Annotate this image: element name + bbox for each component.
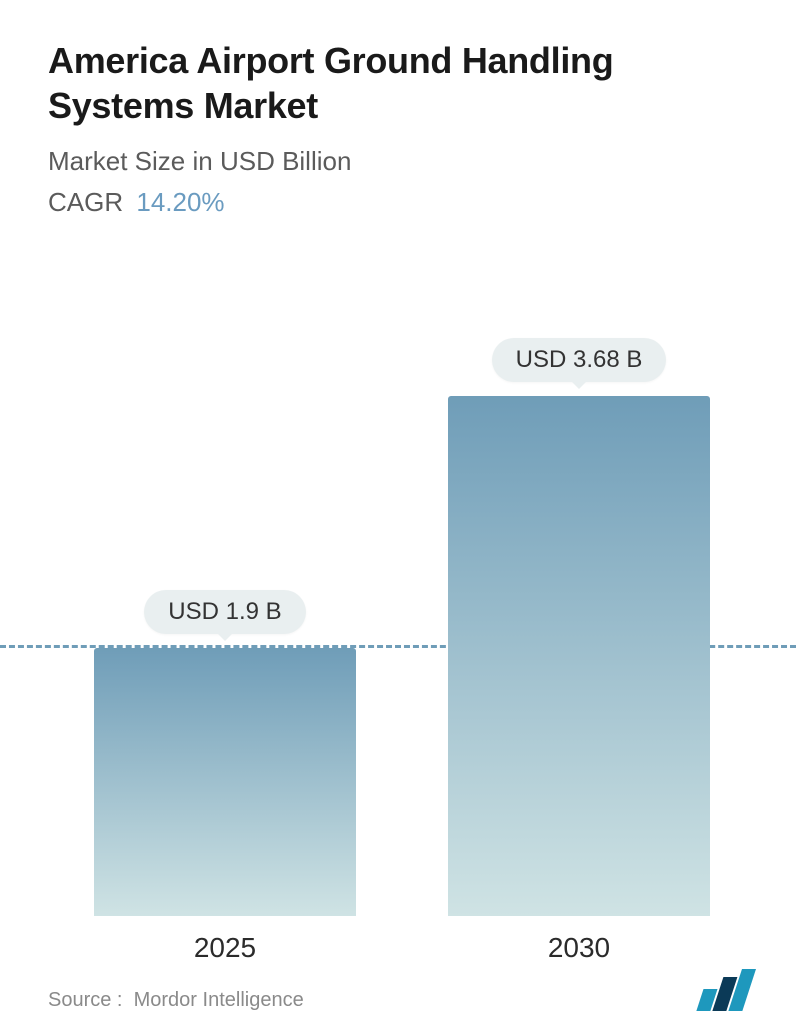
value-pill-0: USD 1.9 B xyxy=(144,590,305,634)
bar-0 xyxy=(94,648,356,916)
cagr-value: 14.20% xyxy=(136,187,224,217)
bar-group-0: USD 1.9 B xyxy=(75,590,375,916)
source-footer: Source : Mordor Intelligence xyxy=(48,989,304,1012)
chart-title: America Airport Ground Handling Systems … xyxy=(48,38,756,128)
brand-logo xyxy=(692,969,762,1016)
value-pill-1: USD 3.68 B xyxy=(492,338,667,382)
source-name: Mordor Intelligence xyxy=(134,989,304,1011)
chart-subtitle: Market Size in USD Billion xyxy=(48,146,756,177)
cagr-row: CAGR 14.20% xyxy=(48,187,756,218)
source-label: Source : xyxy=(48,989,122,1011)
x-label-0: 2025 xyxy=(75,932,375,964)
x-axis-labels: 2025 2030 xyxy=(48,932,756,964)
bars-container: USD 1.9 B USD 3.68 B xyxy=(48,336,756,916)
x-label-1: 2030 xyxy=(429,932,729,964)
chart-area: USD 1.9 B USD 3.68 B 2025 2030 xyxy=(48,248,756,1034)
bar-1 xyxy=(448,396,710,916)
bar-group-1: USD 3.68 B xyxy=(429,338,729,916)
logo-icon xyxy=(692,969,762,1011)
cagr-label: CAGR xyxy=(48,187,123,217)
